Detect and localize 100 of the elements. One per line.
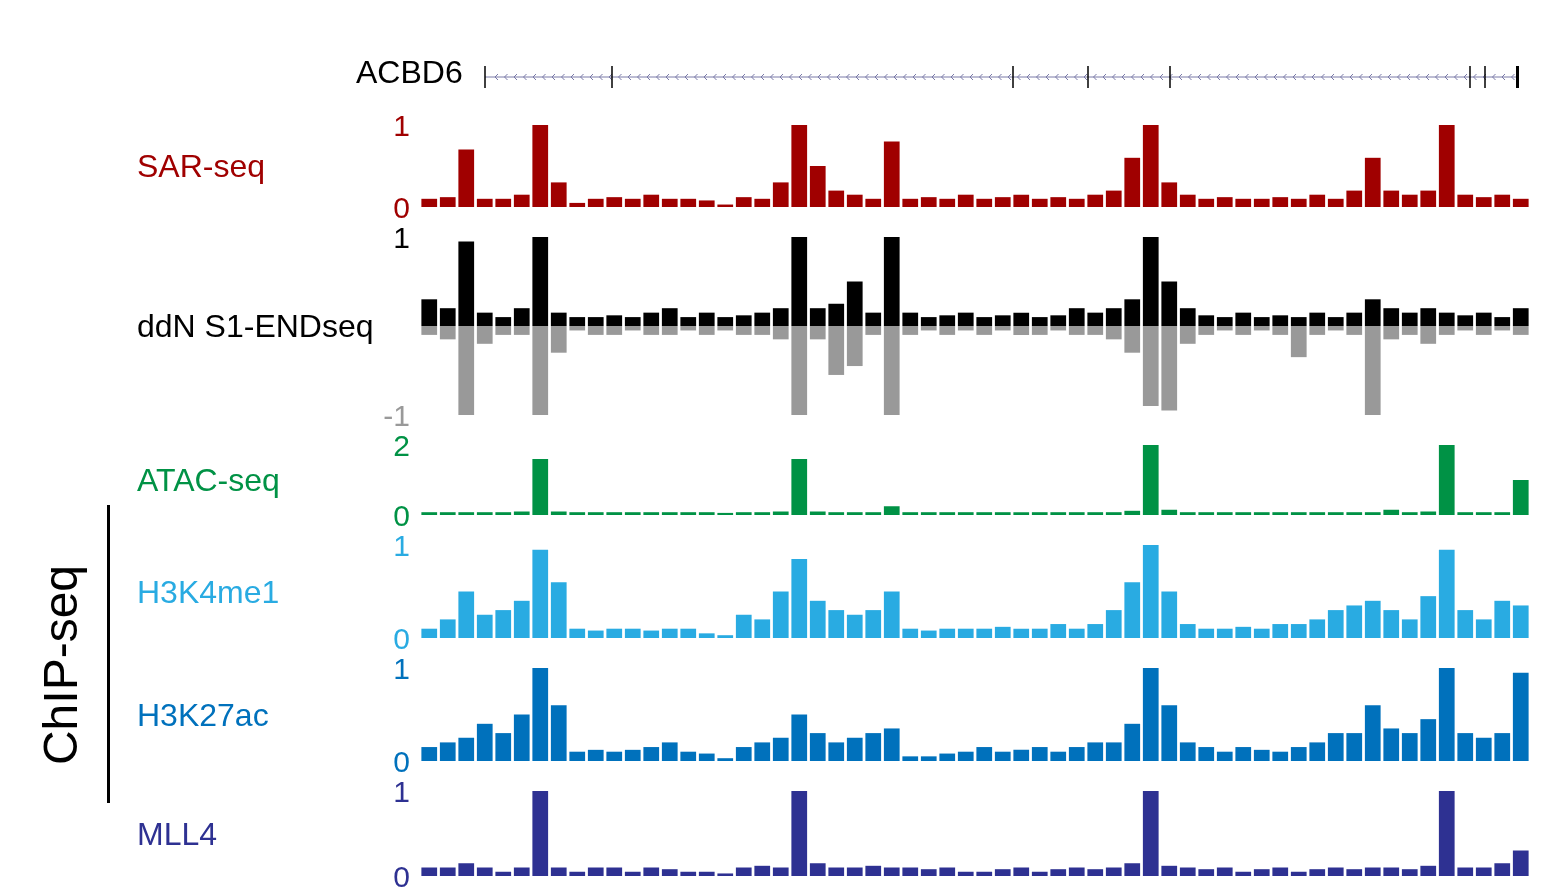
bar — [883, 591, 900, 638]
bar — [606, 628, 623, 638]
bar — [1068, 326, 1085, 335]
bar — [1272, 512, 1289, 515]
bar — [513, 194, 530, 207]
bar — [1420, 596, 1437, 638]
bar — [1216, 628, 1233, 638]
bar — [846, 737, 863, 761]
bar — [754, 512, 771, 515]
bar — [1216, 867, 1233, 876]
bar — [957, 628, 974, 638]
bar — [994, 326, 1011, 331]
bar — [458, 863, 475, 876]
bar — [1290, 747, 1307, 761]
bar — [606, 315, 623, 326]
bar — [920, 630, 937, 638]
bar — [1309, 869, 1326, 876]
bar — [902, 867, 919, 876]
bar — [1290, 512, 1307, 515]
bar — [476, 614, 493, 638]
bar — [772, 326, 789, 340]
bar — [643, 312, 660, 326]
bar — [661, 869, 678, 876]
bar — [1512, 326, 1529, 335]
bar — [1105, 326, 1122, 340]
bar — [791, 125, 808, 207]
bar — [994, 197, 1011, 207]
bar — [865, 865, 882, 876]
bar — [920, 317, 937, 326]
bar — [1013, 194, 1030, 207]
bar — [1142, 445, 1159, 515]
bar — [828, 610, 845, 638]
bar — [1198, 198, 1215, 207]
bar — [754, 312, 771, 326]
bar — [1031, 512, 1048, 515]
bar — [476, 326, 493, 344]
bar — [976, 512, 993, 515]
bar — [735, 512, 752, 515]
bar — [1161, 281, 1178, 326]
bar — [476, 512, 493, 515]
bar — [495, 512, 512, 515]
bar — [883, 728, 900, 761]
bar — [1161, 509, 1178, 515]
bar — [1087, 742, 1104, 761]
bar — [458, 737, 475, 761]
bar — [717, 512, 734, 515]
bar — [1142, 545, 1159, 638]
bar — [865, 733, 882, 761]
bar — [883, 141, 900, 207]
bar — [1235, 871, 1252, 876]
bar — [1198, 315, 1215, 326]
bar — [1364, 157, 1381, 207]
bar — [680, 198, 697, 207]
bar — [624, 326, 641, 331]
bar — [421, 512, 438, 515]
bar — [939, 198, 956, 207]
bar — [1050, 869, 1067, 876]
bar — [1050, 326, 1067, 331]
bar — [809, 600, 826, 638]
y-axis-title: H3K4me1 — [137, 573, 280, 610]
bar — [920, 197, 937, 207]
bar — [606, 197, 623, 207]
bar — [513, 308, 530, 326]
bar — [1401, 312, 1418, 326]
bar — [476, 312, 493, 326]
bar — [754, 619, 771, 638]
bar — [624, 628, 641, 638]
bar — [717, 635, 734, 638]
bar — [1475, 867, 1492, 876]
bar — [606, 326, 623, 335]
bar — [421, 628, 438, 638]
bar — [1179, 326, 1196, 344]
bar — [643, 194, 660, 207]
bar — [1013, 512, 1030, 515]
bar — [550, 312, 567, 326]
bar — [1327, 198, 1344, 207]
bar — [1235, 747, 1252, 761]
bar — [1068, 512, 1085, 515]
bar — [1383, 308, 1400, 326]
bar — [1050, 197, 1067, 207]
bar — [1457, 512, 1474, 515]
bar — [1438, 125, 1455, 207]
bar — [1327, 733, 1344, 761]
bar — [1327, 326, 1344, 331]
bar — [661, 512, 678, 515]
bar — [1383, 326, 1400, 340]
bar — [569, 326, 586, 331]
bar — [1105, 742, 1122, 761]
bar — [939, 753, 956, 761]
bar — [1105, 512, 1122, 515]
bar — [624, 749, 641, 761]
bar — [957, 751, 974, 761]
bar — [661, 198, 678, 207]
bar — [994, 512, 1011, 515]
bar — [846, 614, 863, 638]
bar — [865, 512, 882, 515]
bar — [1327, 317, 1344, 326]
bar — [865, 610, 882, 638]
bar — [1235, 312, 1252, 326]
bar — [902, 198, 919, 207]
